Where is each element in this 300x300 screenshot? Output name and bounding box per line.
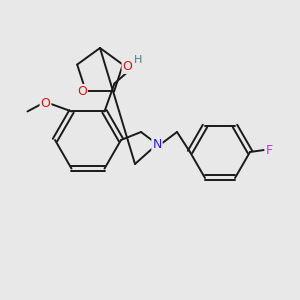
Text: O: O bbox=[40, 97, 50, 110]
Text: O: O bbox=[77, 85, 87, 98]
Text: F: F bbox=[266, 143, 273, 157]
Text: O: O bbox=[123, 60, 132, 73]
Text: H: H bbox=[134, 56, 143, 65]
Text: N: N bbox=[152, 137, 162, 151]
